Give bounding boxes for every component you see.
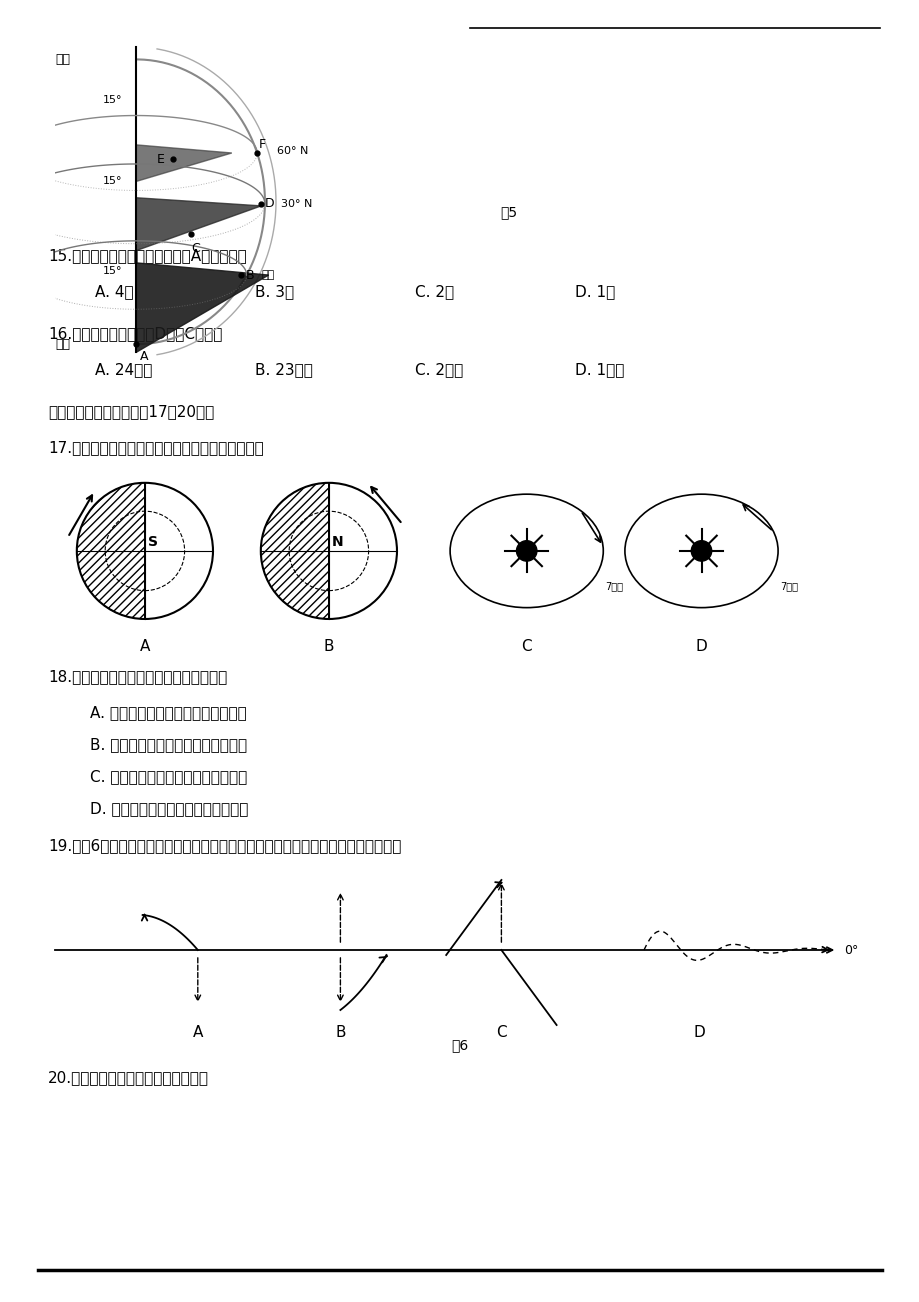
Text: 图5: 图5	[499, 204, 516, 219]
Text: 地心: 地心	[55, 337, 70, 350]
Text: 18.　上题所示季节可能出现的地理现象是: 18. 上题所示季节可能出现的地理现象是	[48, 669, 227, 684]
Polygon shape	[136, 198, 261, 250]
Text: B: B	[323, 639, 334, 654]
Text: C: C	[521, 639, 531, 654]
Text: N: N	[331, 535, 343, 549]
Text: 16.　随地球自转，图中D转至C点需要: 16. 随地球自转，图中D转至C点需要	[48, 326, 222, 341]
Text: 7月份: 7月份	[605, 581, 622, 591]
Text: D. 千里黄云白日曺，北风吹雁雪纷纷: D. 千里黄云白日曺，北风吹雁雪纷纷	[90, 801, 248, 816]
Text: A. 碧玉奸成一树高，万条垂下绿丝绯: A. 碧玉奸成一树高，万条垂下绿丝绯	[90, 704, 246, 720]
Text: D. 1个: D. 1个	[574, 284, 615, 299]
Text: B. 3个: B. 3个	[255, 284, 294, 299]
Text: 15°: 15°	[103, 95, 122, 105]
Text: 20.　依上题原理，长江入海口的南屸: 20. 依上题原理，长江入海口的南屸	[48, 1070, 209, 1085]
Text: 19.　图6中，虚线表示地表水平运动物体原始方向，实线是偏转方向，其中正确的是: 19. 图6中，虚线表示地表水平运动物体原始方向，实线是偏转方向，其中正确的是	[48, 838, 401, 853]
Text: D. 1小时: D. 1小时	[574, 362, 624, 378]
Text: 北极: 北极	[55, 53, 70, 66]
Text: D: D	[695, 639, 707, 654]
Text: A: A	[192, 1025, 203, 1040]
Text: 15°: 15°	[103, 266, 122, 276]
Text: E: E	[156, 152, 165, 165]
Text: C: C	[191, 242, 200, 255]
Polygon shape	[136, 263, 268, 353]
Text: A: A	[140, 639, 150, 654]
Text: C. 停车坐爱枫林晚，霜叶红于二月花: C. 停车坐爱枫林晚，霜叶红于二月花	[90, 769, 247, 784]
Text: 15°: 15°	[103, 177, 122, 186]
Text: 依据地球自转知识，完成17～20题。: 依据地球自转知识，完成17～20题。	[48, 404, 214, 419]
Text: A. 4个: A. 4个	[95, 284, 133, 299]
Circle shape	[690, 540, 711, 561]
Text: 17.　下图中能够正确表示地球自转或公转形式的是: 17. 下图中能够正确表示地球自转或公转形式的是	[48, 440, 264, 454]
Text: B: B	[335, 1025, 346, 1040]
Text: D: D	[693, 1025, 704, 1040]
Text: S: S	[148, 535, 158, 549]
Text: D: D	[265, 198, 275, 211]
Text: C: C	[495, 1025, 506, 1040]
Text: 0°: 0°	[844, 944, 858, 957]
Text: C. 2小时: C. 2小时	[414, 362, 463, 378]
Text: 30° N: 30° N	[280, 199, 312, 208]
Text: A: A	[140, 350, 148, 363]
Text: 赤道: 赤道	[261, 270, 274, 280]
Text: F: F	[259, 138, 266, 151]
Text: 60° N: 60° N	[278, 146, 309, 156]
Text: B. 接天莲叶无穷碧，映日荷花别样红: B. 接天莲叶无穷碧，映日荷花别样红	[90, 737, 247, 753]
Text: 7月份: 7月份	[779, 581, 797, 591]
Text: A. 24小时: A. 24小时	[95, 362, 153, 378]
Text: B: B	[245, 268, 254, 281]
Text: C. 2个: C. 2个	[414, 284, 454, 299]
Text: 图6: 图6	[451, 1038, 468, 1052]
Circle shape	[516, 540, 537, 561]
Polygon shape	[136, 145, 232, 181]
Text: 15.　图中各点中，自转线速度为A点一半的有: 15. 图中各点中，自转线速度为A点一半的有	[48, 247, 246, 263]
Text: B. 23小时: B. 23小时	[255, 362, 312, 378]
